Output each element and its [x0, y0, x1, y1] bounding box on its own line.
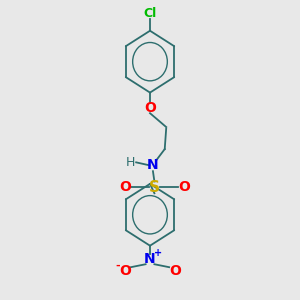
Text: O: O — [169, 264, 181, 278]
Text: -: - — [115, 260, 120, 270]
Text: Cl: Cl — [143, 7, 157, 20]
Text: +: + — [154, 248, 162, 258]
Text: O: O — [144, 101, 156, 115]
Text: N: N — [147, 158, 159, 172]
Text: O: O — [178, 180, 190, 194]
Text: N: N — [144, 252, 156, 266]
Text: H: H — [126, 156, 136, 169]
Text: O: O — [119, 264, 131, 278]
Text: O: O — [119, 180, 131, 194]
Text: S: S — [149, 180, 160, 195]
